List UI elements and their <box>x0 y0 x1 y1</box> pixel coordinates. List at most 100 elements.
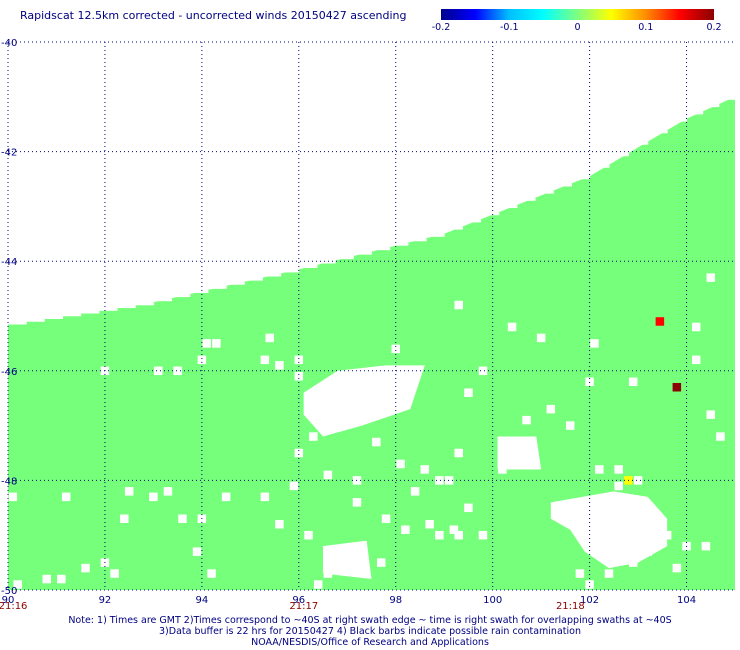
no-data-cell <box>716 432 725 441</box>
no-data-cell <box>42 574 52 584</box>
no-data-cell <box>590 339 599 348</box>
no-data-cell <box>313 580 323 589</box>
colorbar-tick-label: 0.2 <box>706 22 721 33</box>
no-data-cell <box>13 580 22 589</box>
no-data-cell <box>435 530 444 540</box>
plot-area <box>8 96 736 591</box>
no-data-cell <box>221 492 231 502</box>
swath-edge-step <box>608 153 629 157</box>
axis-labels: 90 92 94 96 98 100 102 104 -40 -42 -44 -46 -48 -50 21:… <box>0 38 696 612</box>
swath-edge-step <box>628 141 649 145</box>
no-data-cell <box>294 448 304 458</box>
no-data-cell <box>565 421 575 430</box>
swath-edge-step <box>44 316 64 319</box>
no-data-cell <box>192 547 202 556</box>
swath-edge-step <box>26 318 45 322</box>
no-data-cell <box>352 498 362 507</box>
no-data-cell <box>207 569 216 578</box>
no-data-cell <box>604 569 614 578</box>
swath-edge-step <box>189 289 209 293</box>
no-data-cell <box>323 569 333 578</box>
no-data-cell <box>149 492 158 502</box>
no-data-cell <box>628 377 638 387</box>
swath-edge-step <box>226 281 245 285</box>
swath-edge-step <box>389 242 409 246</box>
no-data-cell <box>265 333 274 343</box>
colorbar-tick-label: -0.2 <box>432 22 451 33</box>
y-tick-label: -50 <box>1 586 17 597</box>
no-data-cell <box>401 525 410 534</box>
note-line-2: 3)Data buffer is 22 hrs for 20150427 4) … <box>159 626 581 637</box>
no-data-cell <box>275 519 284 529</box>
no-data-cell <box>536 333 546 343</box>
no-data-cell <box>410 487 420 496</box>
no-data-cell <box>260 355 270 365</box>
no-data-cell <box>260 492 270 502</box>
no-data-cell <box>294 355 304 365</box>
x-tick-label: 94 <box>195 595 208 606</box>
swath-edge-step <box>153 298 173 302</box>
no-data-cell <box>585 377 594 387</box>
swath-edge-step <box>426 233 445 237</box>
no-data-cell <box>163 487 173 496</box>
no-data-cell <box>124 487 134 496</box>
no-data-cell <box>153 366 163 376</box>
colorbar-tick-label: -0.1 <box>500 22 519 33</box>
no-data-cell <box>391 344 400 354</box>
no-data-cell <box>672 563 682 573</box>
swath-edge-step <box>298 264 318 268</box>
no-data-cell <box>522 415 531 425</box>
swath-edge-step <box>480 212 500 216</box>
swath-edge-step <box>718 96 736 100</box>
no-data-cell <box>614 465 623 474</box>
no-data-cell <box>178 514 187 524</box>
chart-title: Rapidscat 12.5km corrected - uncorrected… <box>20 9 407 22</box>
swath-edge-step <box>667 118 688 122</box>
grid-lines <box>7 41 735 591</box>
colorbar-ramp <box>441 9 714 20</box>
no-data-cell <box>585 580 594 589</box>
swath-edge-step <box>280 269 300 273</box>
x-tick-label: 92 <box>99 595 112 606</box>
no-data-region <box>497 436 542 470</box>
no-data-region <box>550 491 668 569</box>
no-data-cell <box>464 388 473 397</box>
note-line-1: Note: 1) Times are GMT 2)Times correspon… <box>68 615 672 626</box>
no-data-cell <box>81 563 90 573</box>
x-tick-label: 98 <box>389 595 402 606</box>
no-data-cell <box>633 476 643 485</box>
no-data-cell <box>575 569 585 578</box>
no-data-cell <box>275 361 284 370</box>
swath-edge-step <box>589 164 610 168</box>
swath-edge-step <box>498 205 518 209</box>
no-data-cell <box>8 492 18 502</box>
swath-edge-step <box>8 321 27 325</box>
x-tick-label: 100 <box>483 595 502 606</box>
no-data-cell <box>212 339 221 348</box>
swath-edge-step <box>353 251 372 255</box>
x-tick-label: 102 <box>580 595 599 606</box>
swath-edge-step <box>371 247 391 251</box>
no-data-cell <box>643 547 653 556</box>
no-data-cell <box>294 372 304 381</box>
no-data-cell <box>110 569 119 578</box>
no-data-cell <box>318 404 328 414</box>
no-data-cell <box>425 519 434 529</box>
no-data-cell <box>454 530 463 540</box>
x-tick-label: 104 <box>677 595 696 606</box>
no-data-cell <box>61 492 71 502</box>
no-data-cell <box>498 465 507 474</box>
y-tick-label: -42 <box>1 148 17 159</box>
no-data-cell <box>546 404 556 414</box>
swath-edge-step <box>647 130 668 134</box>
no-data-cell <box>120 514 129 524</box>
swath-edge-step <box>462 219 482 223</box>
swath-edge-step <box>262 273 282 277</box>
no-data-cell <box>173 366 182 376</box>
no-data-cell <box>323 470 333 480</box>
swath-edge-step <box>516 197 536 201</box>
data-cell <box>672 382 682 392</box>
time-label: 21:16 <box>0 601 27 612</box>
no-data-cell <box>372 437 381 447</box>
y-tick-label: -40 <box>1 38 17 49</box>
